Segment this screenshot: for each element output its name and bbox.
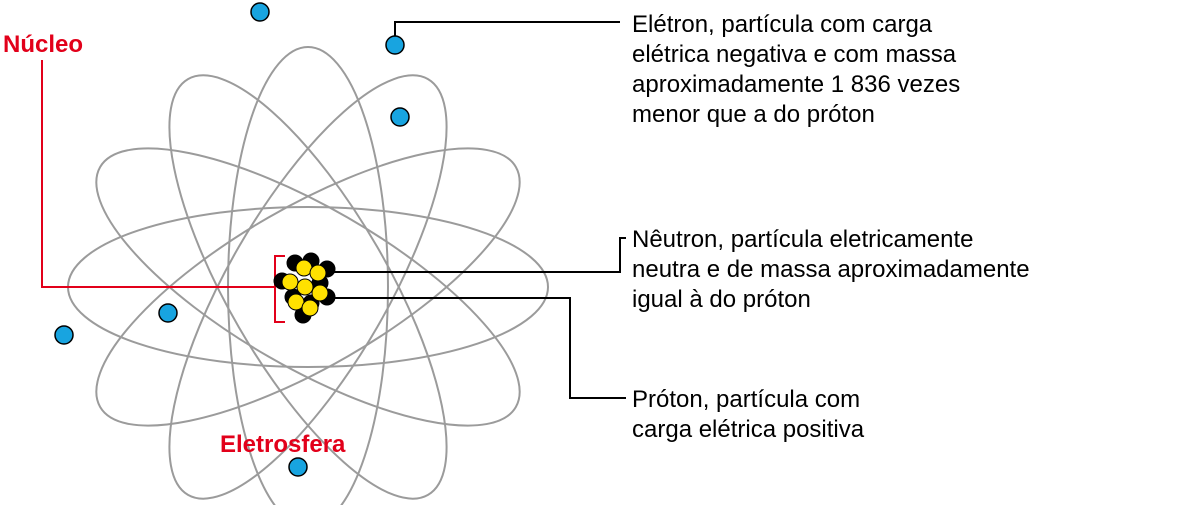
leader-line xyxy=(325,238,626,272)
label-nucleo: Núcleo xyxy=(3,30,83,60)
electron xyxy=(159,304,177,322)
proton-particle xyxy=(310,265,326,281)
label-eletrosfera: Eletrosfera xyxy=(220,430,345,460)
electron xyxy=(391,108,409,126)
electron xyxy=(251,3,269,21)
electron xyxy=(289,458,307,476)
electron xyxy=(386,36,404,54)
label-neutron: Nêutron, partícula eletricamente neutra … xyxy=(632,225,1030,315)
label-proton: Próton, partícula com carga elétrica pos… xyxy=(632,385,864,445)
leader-line xyxy=(42,60,275,287)
label-eletron: Elétron, partícula com carga elétrica ne… xyxy=(632,10,960,130)
electron xyxy=(55,326,73,344)
leader-line xyxy=(395,22,620,45)
proton-particle xyxy=(312,285,328,301)
proton-particle xyxy=(297,279,313,295)
proton-particle xyxy=(302,300,318,316)
proton-particle xyxy=(282,274,298,290)
